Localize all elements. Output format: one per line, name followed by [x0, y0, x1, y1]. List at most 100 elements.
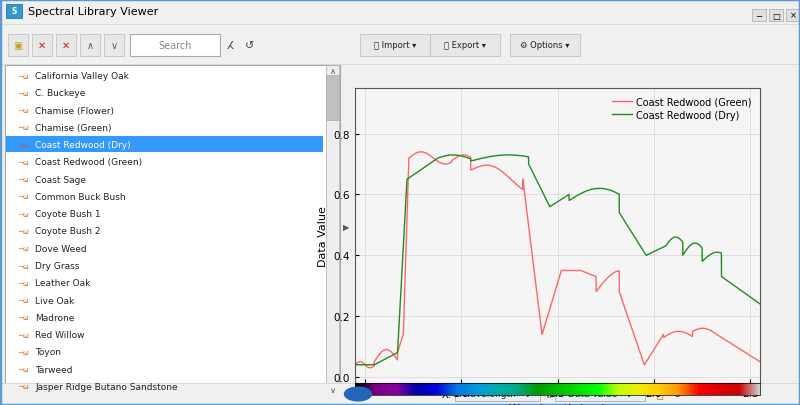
- Text: Live Oak: Live Oak: [35, 296, 74, 305]
- Text: ∨: ∨: [330, 386, 336, 394]
- Bar: [1, 25, 799, 65]
- Text: ~ω: ~ω: [17, 108, 29, 114]
- Text: Dove Weed: Dove Weed: [35, 244, 86, 253]
- Text: □: □: [772, 11, 780, 20]
- Text: S: S: [11, 7, 17, 17]
- Text: Jasper Ridge Butano Sandstone: Jasper Ridge Butano Sandstone: [35, 382, 178, 391]
- Text: ▶: ▶: [342, 223, 350, 232]
- Text: ~ω: ~ω: [17, 297, 29, 303]
- Text: Madrone: Madrone: [35, 313, 74, 322]
- Coast Redwood (Green): [416, 150, 426, 155]
- Text: ~ω: ~ω: [17, 211, 29, 217]
- Text: ─: ─: [757, 11, 762, 20]
- Coast Redwood (Green): [350, 362, 360, 367]
- Text: Y:: Y:: [544, 389, 552, 399]
- Bar: [104, 35, 124, 57]
- Bar: [130, 35, 220, 57]
- Text: California Valley Oak: California Valley Oak: [35, 72, 129, 81]
- Text: ~ω: ~ω: [17, 263, 29, 269]
- Text: ↺: ↺: [674, 389, 682, 399]
- Text: ~ω: ~ω: [17, 332, 29, 338]
- Bar: [769, 10, 783, 22]
- Text: 📁 Import ▾: 📁 Import ▾: [374, 41, 416, 50]
- Text: Chamise (Green): Chamise (Green): [35, 124, 111, 132]
- Bar: [80, 35, 100, 57]
- Text: ~ω: ~ω: [17, 73, 29, 79]
- Coast Redwood (Green): [366, 365, 375, 370]
- Text: Toyon: Toyon: [35, 347, 61, 356]
- Text: ~ω: ~ω: [17, 246, 29, 252]
- Text: 🖊: 🖊: [657, 389, 663, 399]
- Text: Coast Redwood (Dry): Coast Redwood (Dry): [35, 141, 130, 150]
- Text: X:: X:: [442, 389, 452, 399]
- Coast Redwood (Dry): [747, 296, 757, 301]
- Bar: [56, 35, 76, 57]
- Text: Tarweed: Tarweed: [35, 365, 73, 374]
- Text: Red Willow: Red Willow: [35, 330, 85, 339]
- Coast Redwood (Dry): [396, 284, 406, 288]
- Text: ?: ?: [355, 390, 361, 399]
- Text: Coast Sage: Coast Sage: [35, 175, 86, 184]
- Bar: [8, 35, 28, 57]
- Coast Redwood (Green): [523, 220, 533, 225]
- Y-axis label: Data Value: Data Value: [318, 206, 328, 266]
- Text: ~ω: ~ω: [17, 177, 29, 183]
- Coast Redwood (Green): [704, 327, 714, 332]
- Line: Coast Redwood (Dry): Coast Redwood (Dry): [355, 156, 760, 365]
- Coast Redwood (Dry): [755, 302, 765, 307]
- Text: Wavelength   ∨: Wavelength ∨: [462, 390, 531, 399]
- Text: ~ω: ~ω: [17, 384, 29, 389]
- Coast Redwood (Dry): [504, 153, 514, 158]
- Text: Data Value   ∨: Data Value ∨: [568, 390, 632, 399]
- Bar: [5, 66, 340, 395]
- Bar: [430, 35, 500, 57]
- Text: 💾 Export ▾: 💾 Export ▾: [444, 41, 486, 50]
- Text: Coyote Bush 1: Coyote Bush 1: [35, 210, 101, 219]
- Bar: [786, 10, 800, 22]
- Text: Chamise (Flower): Chamise (Flower): [35, 107, 114, 115]
- Text: Leather Oak: Leather Oak: [35, 279, 90, 288]
- Coast Redwood (Dry): [704, 254, 714, 258]
- Text: Search: Search: [158, 41, 192, 51]
- Text: ~ω: ~ω: [17, 160, 29, 166]
- Coast Redwood (Dry): [506, 153, 515, 158]
- Text: C. Buckeye: C. Buckeye: [35, 89, 86, 98]
- Text: ✕: ✕: [38, 41, 46, 51]
- Text: Common Buck Bush: Common Buck Bush: [35, 192, 126, 201]
- Bar: [555, 386, 645, 401]
- Text: ~ω: ~ω: [17, 91, 29, 97]
- Legend: Coast Redwood (Green), Coast Redwood (Dry): Coast Redwood (Green), Coast Redwood (Dr…: [609, 94, 755, 124]
- Coast Redwood (Dry): [421, 165, 430, 170]
- Bar: [6, 137, 323, 153]
- Text: ~ω: ~ω: [17, 315, 29, 320]
- Text: Dry Grass: Dry Grass: [35, 261, 79, 271]
- Coast Redwood (Green): [755, 359, 765, 364]
- Bar: [510, 35, 580, 57]
- Text: ~ω: ~ω: [17, 280, 29, 286]
- Text: ⚙ Options ▾: ⚙ Options ▾: [520, 41, 570, 50]
- Text: ∨: ∨: [110, 41, 118, 51]
- Coast Redwood (Dry): [350, 362, 360, 367]
- Text: ↺: ↺: [246, 41, 254, 51]
- Text: ~ω: ~ω: [17, 349, 29, 355]
- Text: ✕: ✕: [62, 41, 70, 51]
- Line: Coast Redwood (Green): Coast Redwood (Green): [355, 153, 760, 368]
- Text: Spectral Library Viewer: Spectral Library Viewer: [28, 7, 158, 17]
- Text: ~ω: ~ω: [17, 366, 29, 372]
- Text: ~ω: ~ω: [17, 228, 29, 234]
- Text: ⵃ: ⵃ: [226, 41, 234, 51]
- Text: ~ω: ~ω: [17, 194, 29, 200]
- Coast Redwood (Green): [397, 338, 406, 343]
- Text: ×: ×: [790, 11, 797, 20]
- Text: Coyote Bush 2: Coyote Bush 2: [35, 227, 101, 236]
- Coast Redwood (Green): [421, 151, 430, 156]
- X-axis label: Wavelength (μm): Wavelength (μm): [509, 403, 606, 405]
- Bar: [360, 35, 430, 57]
- Bar: [326, 76, 339, 121]
- Text: ~ω: ~ω: [17, 142, 29, 148]
- Coast Redwood (Dry): [523, 155, 533, 160]
- Bar: [455, 386, 540, 401]
- Text: ▣: ▣: [14, 41, 22, 51]
- Bar: [752, 10, 766, 22]
- Text: Coast Redwood (Green): Coast Redwood (Green): [35, 158, 142, 167]
